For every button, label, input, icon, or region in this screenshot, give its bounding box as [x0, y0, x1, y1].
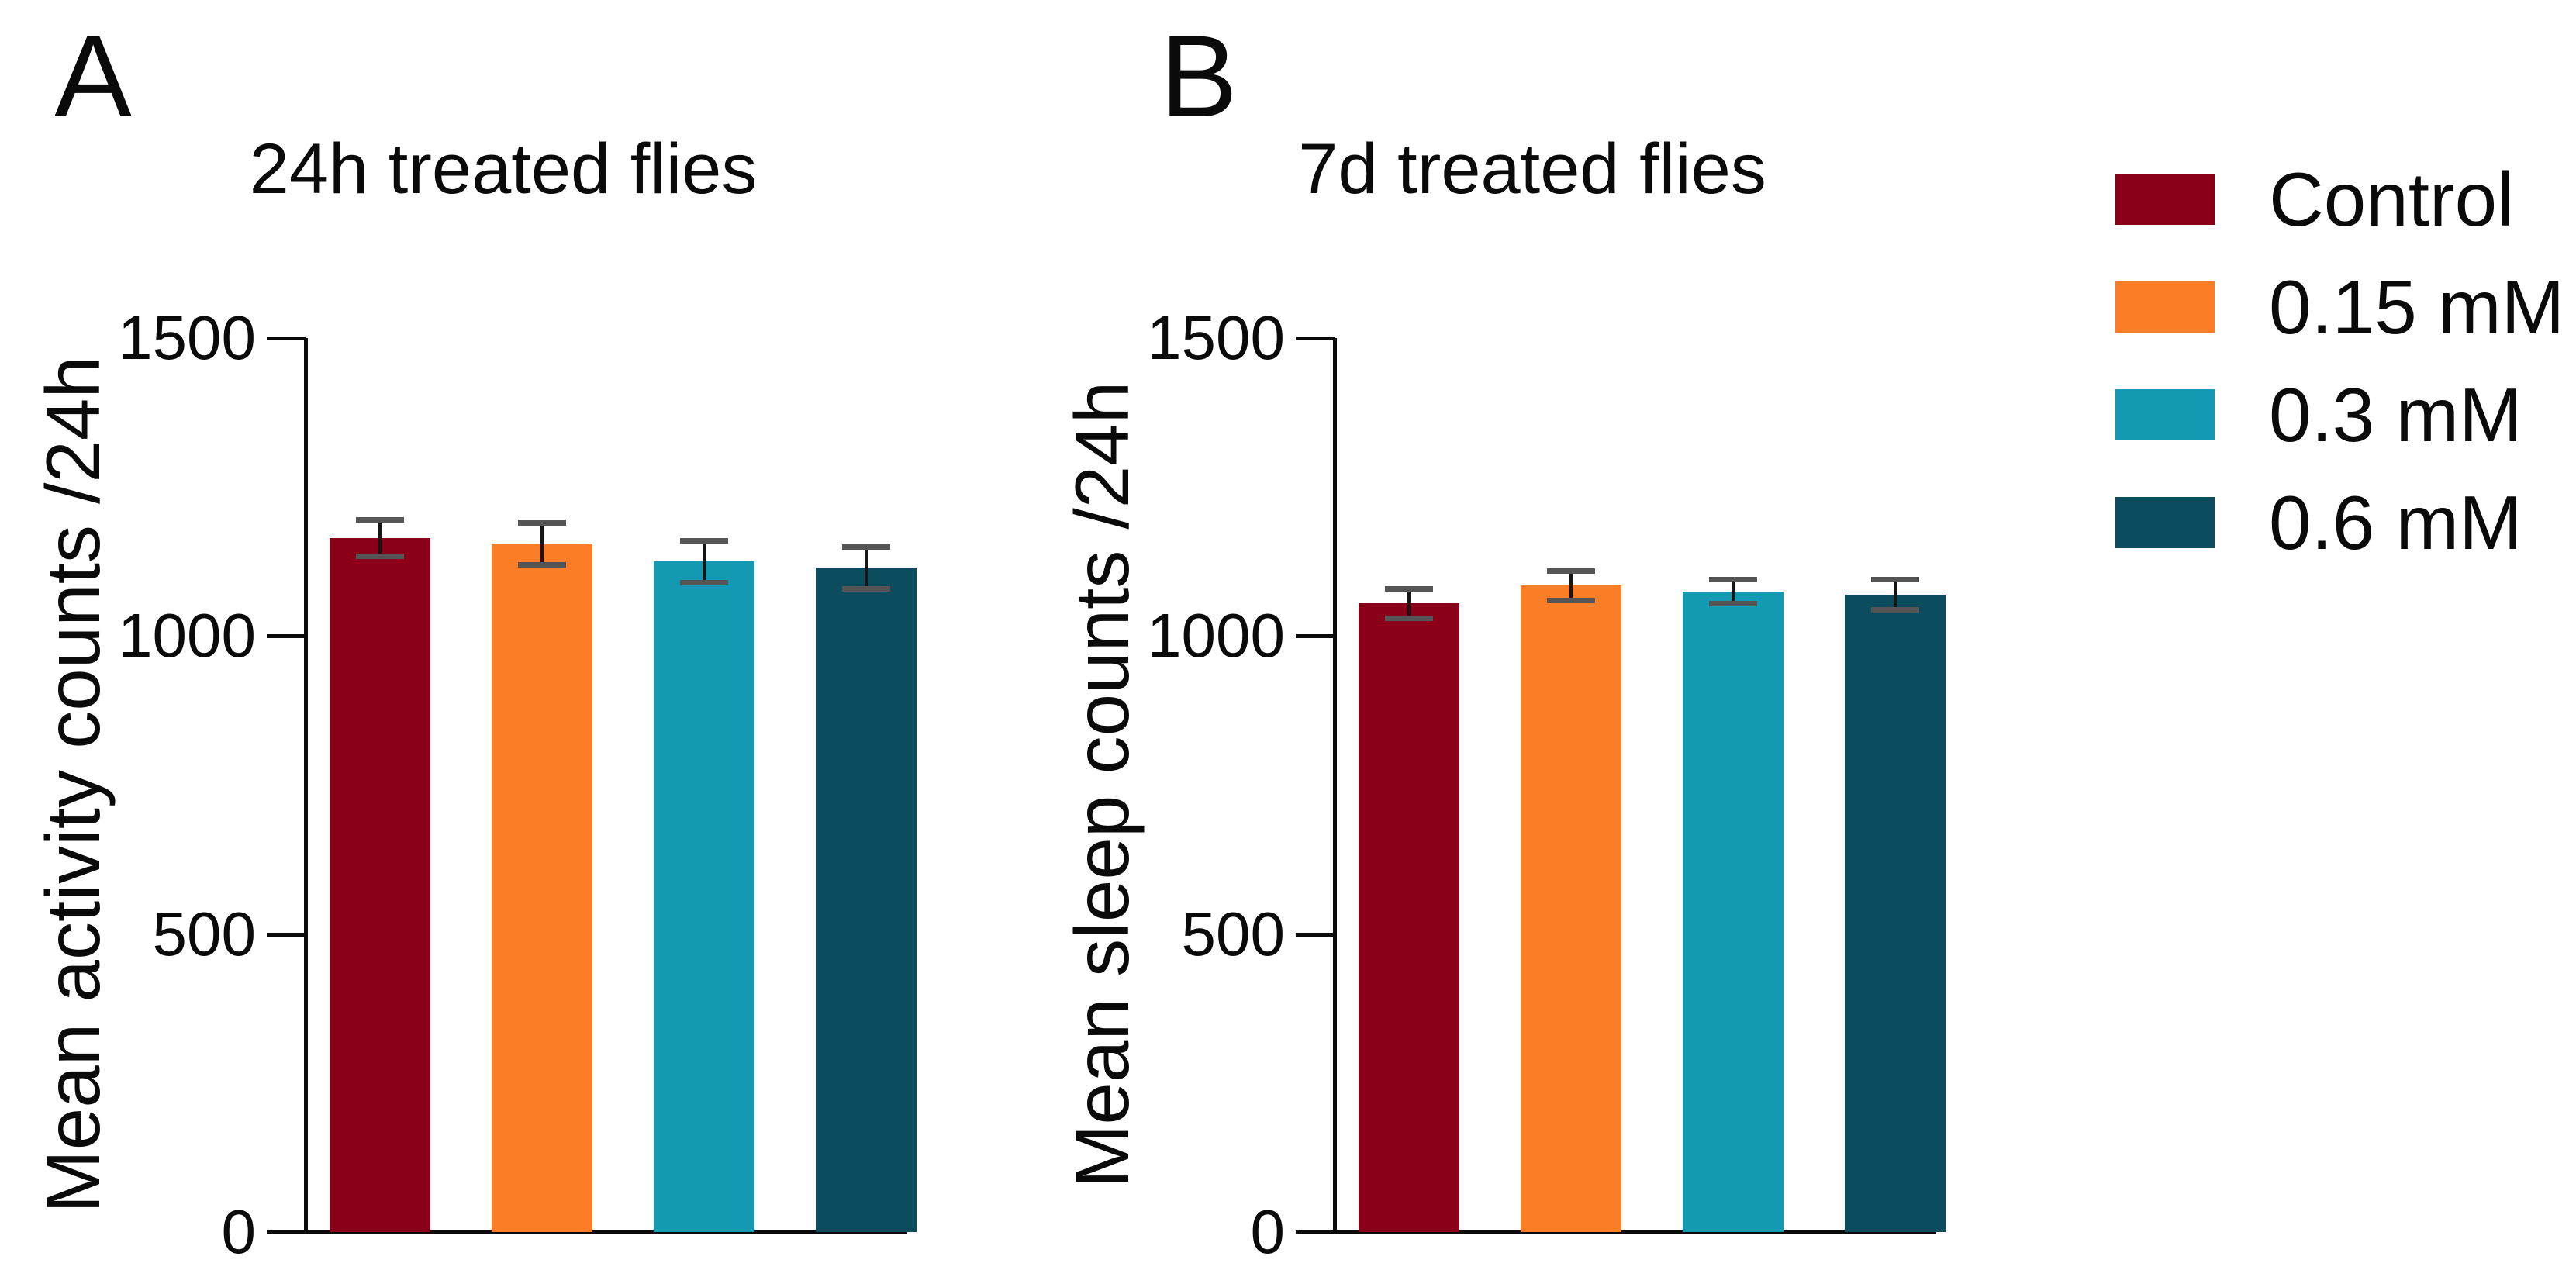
panel-a-y-axis-line: [304, 338, 308, 1234]
panel-letter-a: A: [54, 11, 133, 141]
error-cap-top-control: [356, 517, 404, 523]
y-tick-mark-1500: [1296, 337, 1335, 340]
bar-0-15-mm: [1521, 585, 1621, 1232]
error-cap-top-0-3-mm: [680, 538, 728, 544]
error-bar-0-15-mm: [1569, 570, 1573, 601]
error-bar-0-6-mm: [1894, 579, 1897, 609]
legend-swatch-03mm: [2115, 389, 2215, 440]
y-tick-mark-0: [1296, 1230, 1335, 1234]
error-bar-0-3-mm: [1732, 579, 1735, 604]
error-cap-top-0-15-mm: [1547, 568, 1595, 574]
error-bar-0-6-mm: [865, 547, 868, 588]
legend-row-015mm: 0.15 mM: [2115, 266, 2564, 348]
panel-b-title: 7d treated flies: [1298, 129, 1766, 209]
bar-0-3-mm: [654, 561, 754, 1232]
bar-0-6-mm: [816, 567, 917, 1232]
y-tick-label-0: 0: [221, 1197, 257, 1266]
error-cap-bottom-0-3-mm: [680, 580, 728, 586]
panel-a-title: 24h treated flies: [249, 129, 758, 209]
panel-letter-b: B: [1160, 11, 1238, 141]
panel-b-x-axis-line: [1297, 1230, 1936, 1234]
y-tick-label-1500: 1500: [118, 303, 256, 372]
error-cap-bottom-0-3-mm: [1709, 601, 1757, 607]
error-cap-bottom-control: [1385, 616, 1433, 622]
legend-label-03mm: 0.3 mM: [2269, 372, 2522, 457]
legend-row-06mm: 0.6 mM: [2115, 481, 2522, 564]
y-tick-mark-1500: [267, 337, 306, 340]
y-tick-mark-1000: [1296, 634, 1335, 639]
legend-row-03mm: 0.3 mM: [2115, 374, 2522, 456]
y-tick-mark-500: [267, 932, 306, 937]
error-bar-control: [1407, 588, 1411, 619]
y-tick-label-0: 0: [1250, 1197, 1286, 1266]
y-tick-label-500: 500: [152, 899, 256, 968]
legend-row-control: Control: [2115, 158, 2514, 240]
panel-a-x-axis-line: [268, 1230, 907, 1234]
legend-swatch-06mm: [2115, 497, 2215, 548]
y-tick-mark-0: [267, 1230, 306, 1234]
y-tick-label-1000: 1000: [1147, 601, 1285, 671]
y-tick-label-500: 500: [1181, 899, 1285, 968]
bar-0-6-mm: [1845, 594, 1946, 1232]
bar-0-3-mm: [1683, 591, 1784, 1232]
error-cap-bottom-0-15-mm: [1547, 598, 1595, 604]
y-tick-mark-500: [1296, 932, 1335, 937]
legend-label-06mm: 0.6 mM: [2269, 480, 2522, 565]
error-cap-bottom-0-6-mm: [842, 585, 890, 592]
error-cap-bottom-0-15-mm: [518, 562, 566, 568]
legend-label-015mm: 0.15 mM: [2269, 264, 2565, 350]
error-cap-top-0-6-mm: [1871, 577, 1919, 583]
error-cap-top-control: [1385, 585, 1433, 592]
error-cap-top-0-3-mm: [1709, 577, 1757, 583]
panel-b-y-axis-line: [1333, 338, 1337, 1234]
y-tick-label-1500: 1500: [1147, 303, 1285, 372]
error-bar-0-15-mm: [540, 523, 544, 565]
error-bar-control: [378, 519, 382, 556]
legend-label-control: Control: [2269, 157, 2514, 242]
error-cap-top-0-6-mm: [842, 544, 890, 550]
bar-control: [1359, 603, 1459, 1232]
bar-0-15-mm: [492, 544, 592, 1232]
y-tick-label-1000: 1000: [118, 601, 256, 671]
panel-b-y-axis-label: Mean sleep counts /24h: [1058, 381, 1145, 1189]
legend-swatch-015mm: [2115, 281, 2215, 333]
bar-control: [330, 537, 430, 1232]
error-bar-0-3-mm: [703, 540, 706, 583]
error-cap-bottom-control: [356, 553, 404, 559]
legend-swatch-control: [2115, 174, 2215, 225]
y-tick-mark-1000: [267, 634, 306, 639]
error-cap-top-0-15-mm: [518, 520, 566, 526]
error-cap-bottom-0-6-mm: [1871, 606, 1919, 613]
